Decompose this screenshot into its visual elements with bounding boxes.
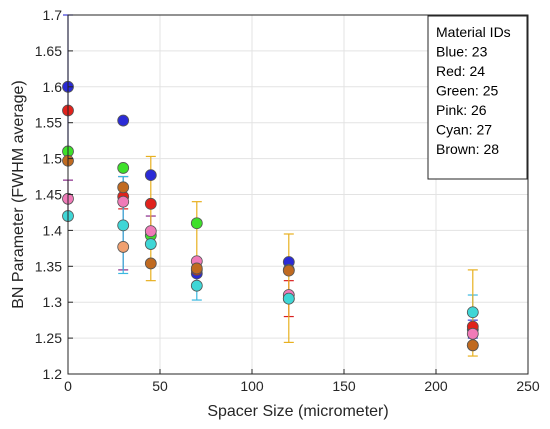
point-brown (145, 258, 156, 269)
legend-entry-brown: Brown: 28 (436, 141, 499, 157)
x-tick-label: 250 (516, 378, 540, 394)
y-tick-label: 1.65 (35, 43, 62, 59)
y-tick-label: 1.7 (43, 7, 63, 23)
y-tick-label: 1.3 (43, 294, 63, 310)
y-tick-label: 1.4 (43, 222, 63, 238)
x-tick-label: 50 (152, 378, 168, 394)
point-cyan (283, 293, 294, 304)
point-pink (118, 196, 129, 207)
point-red (145, 198, 156, 209)
point-cyan (191, 280, 202, 291)
point-cyan (467, 307, 478, 318)
legend-title: Material IDs (436, 24, 511, 40)
y-tick-label: 1.25 (35, 330, 62, 346)
legend-entry-red: Red: 24 (436, 63, 485, 79)
legend-box: Material IDs Blue: 23 Red: 24 Green: 25 … (428, 16, 527, 179)
point-blue (145, 170, 156, 181)
legend-entry-green: Green: 25 (436, 83, 498, 99)
x-tick-label: 150 (332, 378, 356, 394)
x-tick-label: 200 (424, 378, 448, 394)
point-blue (118, 115, 129, 126)
y-tick-label: 1.35 (35, 258, 62, 274)
x-axis-label: Spacer Size (micrometer) (207, 403, 388, 420)
point-pink (145, 226, 156, 237)
y-tick-label: 1.55 (35, 115, 62, 131)
y-tick-label: 1.5 (43, 151, 63, 167)
legend-entry-blue: Blue: 23 (436, 44, 488, 60)
point-cyan (118, 220, 129, 231)
y-axis-label: BN Parameter (FWHM average) (10, 80, 27, 309)
x-tick-label: 100 (240, 378, 264, 394)
y-tick-label: 1.45 (35, 187, 62, 203)
x-tick-label: 0 (64, 378, 72, 394)
y-tick-label: 1.6 (43, 79, 63, 95)
points-orange (118, 241, 129, 252)
point-brown (283, 265, 294, 276)
point-brown (118, 182, 129, 193)
point-pink (467, 328, 478, 339)
point-green (118, 162, 129, 173)
point-cyan (145, 239, 156, 250)
y-tick-label: 1.2 (43, 366, 63, 382)
legend-entry-pink: Pink: 26 (436, 102, 487, 118)
point-brown (191, 263, 202, 274)
point-orange (118, 241, 129, 252)
point-green (191, 218, 202, 229)
legend-entry-cyan: Cyan: 27 (436, 122, 492, 138)
point-brown (467, 340, 478, 351)
